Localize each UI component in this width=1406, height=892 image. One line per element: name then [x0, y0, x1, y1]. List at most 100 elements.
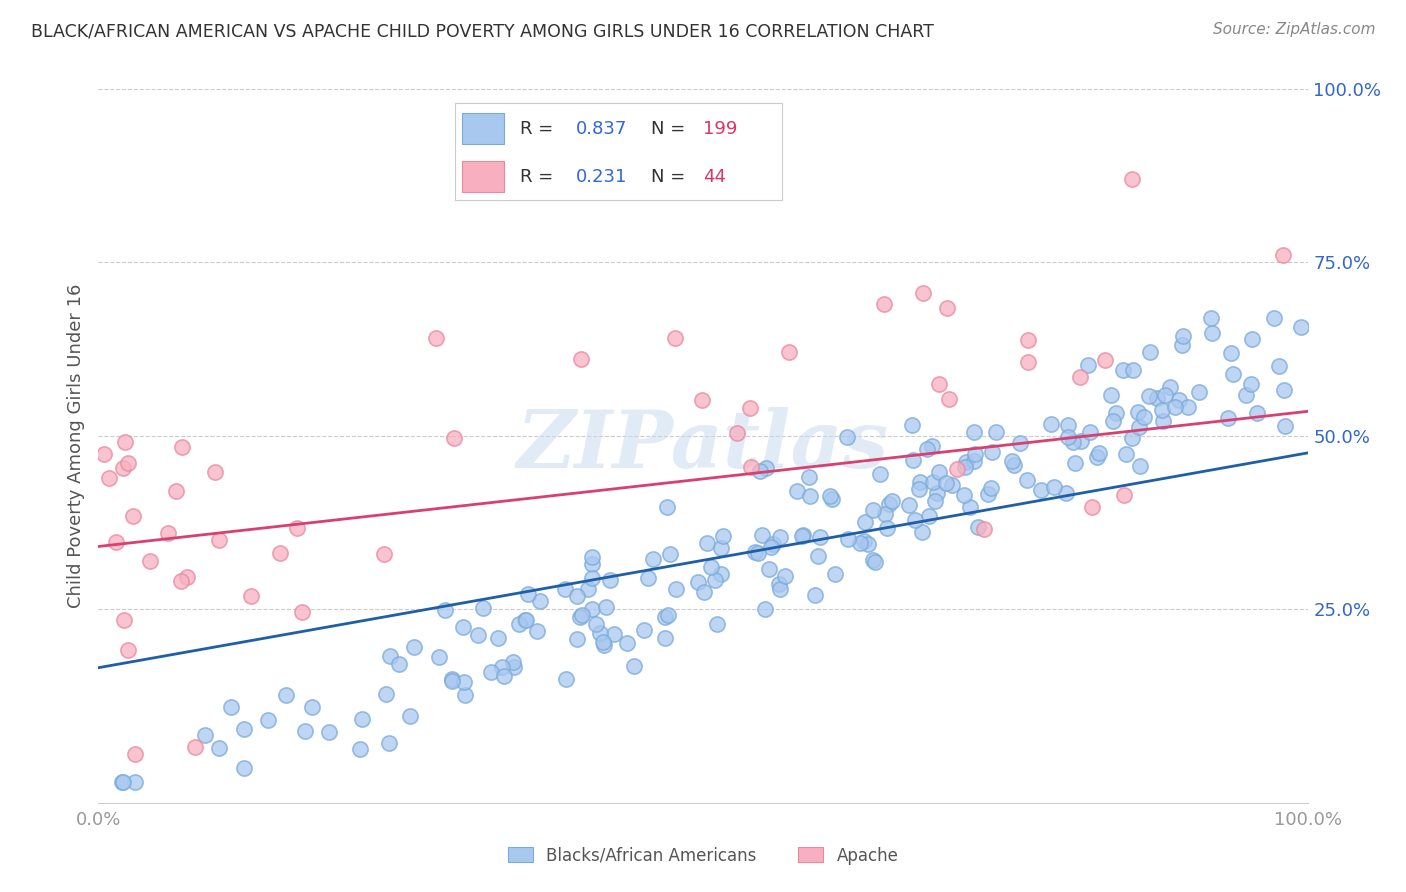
Point: [1094, 352, 1116, 367]
Point: [941, 477, 963, 491]
Point: [388, 657, 411, 672]
Point: [554, 582, 576, 596]
Point: [973, 522, 995, 536]
Point: [710, 541, 733, 555]
Point: [93, 447, 115, 461]
Point: [664, 331, 686, 345]
Point: [1152, 414, 1174, 428]
Point: [740, 459, 762, 474]
Point: [769, 582, 792, 596]
Point: [1139, 345, 1161, 359]
Point: [924, 493, 946, 508]
Point: [1099, 388, 1122, 402]
Point: [637, 571, 659, 585]
Point: [285, 521, 308, 535]
Point: [375, 687, 398, 701]
Point: [529, 594, 551, 608]
Point: [122, 508, 145, 523]
Point: [873, 297, 896, 311]
Point: [1274, 419, 1296, 434]
Point: [1001, 454, 1024, 468]
Point: [567, 632, 589, 646]
Point: [786, 484, 808, 499]
Point: [863, 555, 886, 569]
Point: [1088, 446, 1111, 460]
Point: [946, 462, 969, 476]
Point: [984, 425, 1007, 439]
Point: [479, 665, 502, 680]
Point: [301, 699, 323, 714]
Point: [440, 674, 463, 689]
Point: [502, 656, 524, 670]
Point: [1002, 458, 1025, 472]
Point: [711, 529, 734, 543]
Point: [686, 575, 709, 590]
Point: [576, 582, 599, 597]
Point: [1222, 368, 1244, 382]
Point: [700, 559, 723, 574]
Point: [318, 725, 340, 739]
Point: [966, 520, 988, 534]
Point: [1129, 459, 1152, 474]
Point: [1040, 417, 1063, 431]
Point: [1272, 248, 1295, 262]
Point: [208, 741, 231, 756]
Point: [567, 589, 589, 603]
Point: [276, 688, 298, 702]
Point: [643, 552, 665, 566]
Point: [112, 613, 135, 627]
Point: [1054, 486, 1077, 500]
Point: [204, 465, 226, 479]
Point: [581, 558, 603, 572]
Point: [373, 547, 395, 561]
Text: BLACK/AFRICAN AMERICAN VS APACHE CHILD POVERTY AMONG GIRLS UNDER 16 CORRELATION : BLACK/AFRICAN AMERICAN VS APACHE CHILD P…: [31, 22, 934, 40]
Point: [1105, 406, 1128, 420]
Point: [959, 500, 981, 514]
Point: [665, 582, 688, 596]
Point: [602, 627, 624, 641]
Point: [1017, 354, 1039, 368]
Point: [1234, 388, 1257, 402]
Y-axis label: Child Poverty Among Girls Under 16: Child Poverty Among Girls Under 16: [66, 284, 84, 608]
Point: [494, 669, 516, 683]
Point: [1062, 434, 1084, 449]
Point: [963, 454, 986, 468]
Point: [703, 574, 725, 588]
Point: [657, 607, 679, 622]
Point: [696, 536, 718, 550]
Point: [710, 567, 733, 582]
Point: [804, 587, 827, 601]
Point: [658, 547, 681, 561]
Point: [1101, 414, 1123, 428]
Point: [1069, 369, 1091, 384]
Point: [953, 459, 976, 474]
Point: [852, 534, 875, 549]
Point: [349, 742, 371, 756]
Point: [633, 623, 655, 637]
Point: [1112, 363, 1135, 377]
Point: [232, 722, 254, 736]
Point: [378, 736, 401, 750]
Point: [1220, 346, 1243, 360]
Point: [1187, 384, 1209, 399]
Point: [111, 460, 134, 475]
Point: [1077, 359, 1099, 373]
Point: [269, 546, 291, 560]
Point: [114, 434, 136, 449]
Point: [901, 452, 924, 467]
Point: [176, 570, 198, 584]
Point: [166, 483, 188, 498]
Point: [184, 740, 207, 755]
Point: [1246, 406, 1268, 420]
Point: [581, 549, 603, 564]
Point: [751, 528, 773, 542]
Point: [928, 465, 950, 479]
Point: [402, 640, 425, 654]
Point: [904, 512, 927, 526]
Point: [1070, 434, 1092, 448]
Point: [98, 470, 121, 484]
Point: [486, 631, 509, 645]
Point: [862, 553, 884, 567]
Point: [877, 497, 900, 511]
Point: [172, 440, 194, 454]
